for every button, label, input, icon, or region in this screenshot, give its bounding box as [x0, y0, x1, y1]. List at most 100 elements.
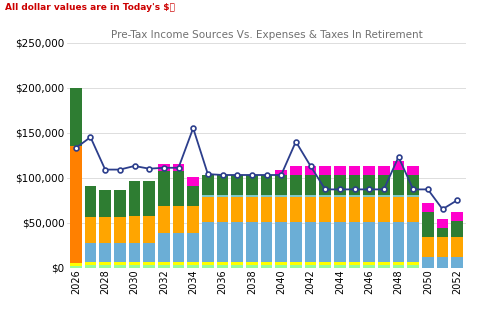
Bar: [377, 265, 389, 268]
Bar: [202, 195, 213, 197]
Bar: [421, 212, 432, 237]
Bar: [407, 262, 418, 265]
Bar: [114, 217, 125, 243]
Bar: [334, 166, 345, 175]
Bar: [334, 222, 345, 262]
Bar: [231, 222, 242, 262]
Bar: [129, 265, 140, 268]
Bar: [275, 262, 286, 265]
Bar: [158, 262, 169, 265]
Bar: [289, 197, 301, 222]
Bar: [231, 195, 242, 197]
Bar: [377, 166, 389, 175]
Bar: [70, 88, 82, 146]
Bar: [421, 257, 432, 268]
Bar: [216, 175, 228, 195]
Bar: [216, 265, 228, 268]
Bar: [187, 186, 199, 205]
Bar: [407, 197, 418, 222]
Bar: [407, 222, 418, 262]
Bar: [216, 197, 228, 222]
Bar: [70, 263, 82, 266]
Bar: [246, 195, 257, 197]
Bar: [260, 197, 272, 222]
Bar: [319, 262, 330, 265]
Bar: [172, 265, 184, 268]
Bar: [275, 171, 286, 175]
Bar: [377, 195, 389, 197]
Bar: [363, 265, 374, 268]
Bar: [334, 262, 345, 265]
Bar: [187, 265, 199, 268]
Bar: [348, 166, 360, 175]
Bar: [158, 164, 169, 171]
Text: All dollar values are in Today's $💰: All dollar values are in Today's $💰: [5, 3, 174, 12]
Bar: [319, 265, 330, 268]
Bar: [289, 175, 301, 195]
Bar: [84, 262, 96, 265]
Bar: [114, 265, 125, 268]
Bar: [143, 262, 155, 265]
Bar: [392, 262, 403, 265]
Bar: [304, 262, 315, 265]
Bar: [436, 237, 447, 257]
Bar: [70, 146, 82, 263]
Bar: [421, 237, 432, 257]
Bar: [84, 186, 96, 217]
Bar: [392, 195, 403, 197]
Bar: [392, 170, 403, 195]
Bar: [407, 265, 418, 268]
Bar: [246, 197, 257, 222]
Bar: [158, 233, 169, 262]
Bar: [304, 222, 315, 262]
Bar: [99, 265, 111, 268]
Bar: [114, 190, 125, 217]
Bar: [246, 265, 257, 268]
Bar: [143, 243, 155, 262]
Bar: [436, 257, 447, 268]
Bar: [246, 222, 257, 262]
Bar: [304, 166, 315, 175]
Bar: [436, 219, 447, 228]
Bar: [289, 195, 301, 197]
Bar: [187, 177, 199, 186]
Bar: [392, 197, 403, 222]
Bar: [377, 175, 389, 195]
Bar: [260, 265, 272, 268]
Bar: [260, 175, 272, 195]
Bar: [202, 175, 213, 195]
Bar: [377, 262, 389, 265]
Bar: [348, 222, 360, 262]
Bar: [304, 265, 315, 268]
Bar: [451, 257, 462, 268]
Bar: [348, 195, 360, 197]
Bar: [114, 262, 125, 265]
Bar: [231, 262, 242, 265]
Bar: [158, 205, 169, 233]
Bar: [187, 233, 199, 262]
Bar: [392, 222, 403, 262]
Bar: [451, 212, 462, 221]
Bar: [158, 265, 169, 268]
Bar: [172, 205, 184, 233]
Bar: [187, 205, 199, 233]
Bar: [99, 262, 111, 265]
Bar: [363, 175, 374, 195]
Bar: [129, 181, 140, 215]
Bar: [348, 197, 360, 222]
Bar: [451, 221, 462, 237]
Bar: [202, 262, 213, 265]
Bar: [129, 215, 140, 243]
Bar: [319, 222, 330, 262]
Bar: [114, 243, 125, 262]
Bar: [231, 197, 242, 222]
Bar: [334, 197, 345, 222]
Bar: [407, 195, 418, 197]
Bar: [275, 175, 286, 195]
Bar: [407, 175, 418, 195]
Bar: [99, 243, 111, 262]
Bar: [436, 228, 447, 237]
Bar: [451, 237, 462, 257]
Bar: [202, 197, 213, 222]
Bar: [246, 262, 257, 265]
